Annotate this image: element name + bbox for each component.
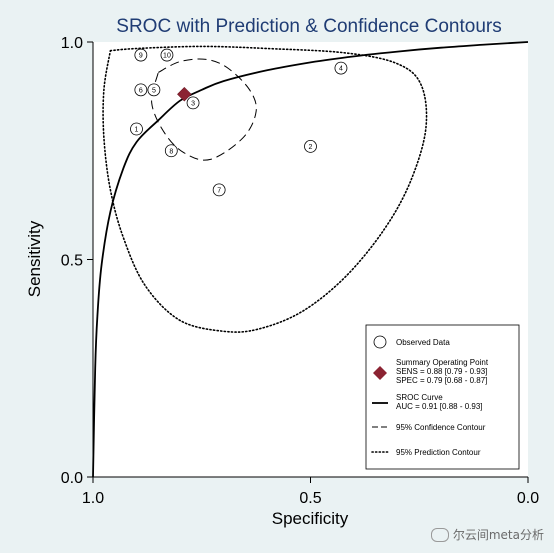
study-point-label: 5: [152, 87, 156, 94]
legend-prediction-label: 95% Prediction Contour: [396, 448, 481, 457]
watermark: 尔云间meta分析: [430, 526, 544, 543]
study-point-label: 4: [339, 66, 343, 73]
legend-observed-marker: [373, 335, 387, 349]
watermark-text: 尔云间meta分析: [452, 528, 544, 542]
study-point-label: 3: [191, 100, 195, 107]
legend-sroc-label: AUC = 0.91 [0.88 - 0.93]: [396, 402, 483, 411]
study-point-label: 1: [135, 127, 139, 134]
legend-observed-label: Observed Data: [396, 338, 450, 347]
study-point: [134, 83, 148, 97]
prediction-contour: [102, 45, 428, 333]
wechat-icon: [430, 527, 449, 542]
x-tick-label: 0.5: [299, 490, 321, 507]
x-tick-label: 0.0: [517, 490, 539, 507]
y-tick-label: 1.0: [61, 35, 83, 52]
study-point: [334, 61, 348, 75]
study-point-label: 8: [169, 148, 173, 155]
study-point: [186, 96, 200, 110]
study-point-label: 6: [139, 87, 143, 94]
legend-confidence-label: 95% Confidence Contour: [396, 423, 486, 432]
chart-title: SROC with Prediction & Confidence Contou…: [116, 16, 501, 37]
study-point: [134, 48, 148, 62]
legend-summary-label: Summary Operating Point: [396, 358, 489, 367]
study-point: [130, 122, 143, 136]
legend-summary-label: SPEC = 0.79 [0.68 - 0.87]: [396, 376, 487, 385]
study-point: [164, 144, 178, 158]
legend-summary-label: SENS = 0.88 [0.79 - 0.93]: [396, 367, 487, 376]
study-point-label: 2: [309, 144, 313, 151]
study-point-label: 9: [139, 53, 143, 60]
legend-sroc-label: SROC Curve: [396, 393, 443, 402]
study-point: [304, 139, 317, 153]
y-tick-label: 0.0: [61, 470, 83, 487]
legend-summary-marker: [373, 366, 387, 380]
study-point-label: 7: [217, 187, 221, 194]
study-point: [212, 183, 226, 197]
legend-box: [365, 324, 520, 470]
study-point: [147, 83, 161, 97]
study-point: [160, 48, 174, 62]
y-axis-label: Sensitivity: [25, 220, 44, 297]
summary-operating-point: [176, 86, 192, 102]
x-axis-label: Specificity: [272, 509, 349, 528]
x-tick-label: 1.0: [82, 490, 104, 507]
confidence-contour: [151, 58, 257, 161]
y-tick-label: 0.5: [61, 253, 83, 270]
study-point-label: 10: [163, 53, 171, 60]
